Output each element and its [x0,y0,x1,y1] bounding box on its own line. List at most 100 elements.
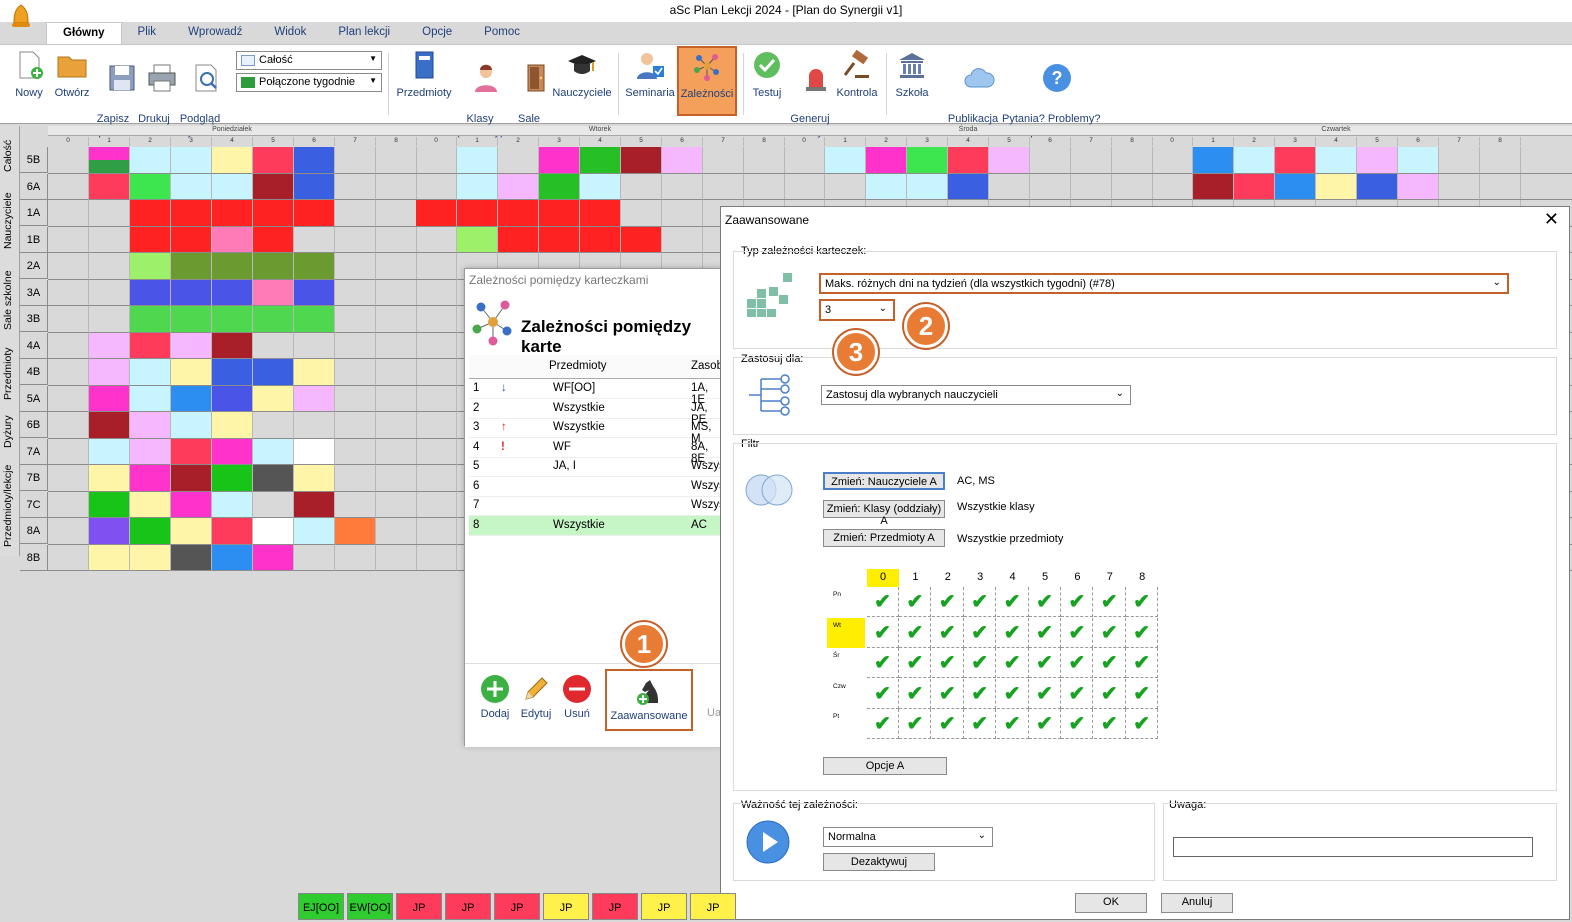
timetable-cell[interactable] [89,385,130,412]
timetable-cell[interactable] [294,544,335,571]
timetable-cell[interactable] [376,412,417,439]
timetable-cell[interactable] [376,200,417,227]
side-tab-przedmioty[interactable]: Przedmioty [2,347,14,401]
timetable-cell[interactable] [130,332,171,359]
timetable-cell[interactable] [294,491,335,518]
check-icon[interactable]: ✔ [899,678,932,709]
timetable-cell[interactable] [907,147,948,174]
check-icon[interactable]: ✔ [964,648,997,678]
timetable-cell[interactable] [457,200,498,227]
timetable-cell[interactable] [212,465,253,492]
timetable-cell[interactable] [498,173,539,200]
change-subjects-button[interactable]: Zmień: Przedmioty A [823,529,945,547]
timetable-cell[interactable] [1030,147,1071,174]
weight-select[interactable]: Normalna ⌄ [823,827,993,847]
timetable-cell[interactable] [253,465,294,492]
timetable-cell[interactable] [89,359,130,386]
timetable-cell[interactable] [253,491,294,518]
matrix-row-header[interactable]: Wt [827,617,865,648]
timetable-cell[interactable] [376,306,417,333]
timetable-cell[interactable] [48,279,89,306]
seminars-button[interactable]: Seminaria [624,49,676,100]
timetable-cell[interactable] [294,332,335,359]
side-tab-nauczyciele[interactable]: Nauczyciele [2,192,14,250]
timetable-cell[interactable] [253,385,294,412]
row-label[interactable]: 7C [20,491,48,518]
timetable-cell[interactable] [784,173,825,200]
timetable-cell[interactable] [416,173,457,200]
timetable-cell[interactable] [376,173,417,200]
row-label[interactable]: 5A [20,385,48,412]
timetable-cell[interactable] [1398,147,1439,174]
check-icon[interactable]: ✔ [867,678,899,709]
timetable-cell[interactable] [948,147,989,174]
matrix-column-header[interactable]: 2 [944,571,951,583]
close-icon[interactable]: ✕ [1543,209,1559,229]
timetable-cell[interactable] [48,518,89,545]
timetable-cell[interactable] [253,226,294,253]
timetable-cell[interactable] [1480,173,1521,200]
view-scope-select[interactable]: Całość ▼ [236,51,382,70]
check-icon[interactable]: ✔ [1093,587,1126,617]
timetable-cell[interactable] [294,253,335,280]
check-icon[interactable]: ✔ [899,617,932,648]
row-label[interactable]: 3A [20,279,48,306]
timetable-cell[interactable] [1439,147,1480,174]
timetable-cell[interactable] [212,306,253,333]
timetable-cell[interactable] [457,173,498,200]
timetable-cell[interactable] [907,173,948,200]
check-icon[interactable]: ✔ [867,617,899,648]
check-icon[interactable]: ✔ [931,678,964,709]
check-icon[interactable]: ✔ [1093,709,1126,739]
timetable-cell[interactable] [1193,147,1234,174]
change-teachers-button[interactable]: Zmień: Nauczyciele A [823,472,945,490]
timetable-cell[interactable] [335,306,376,333]
timetable-cell[interactable] [376,359,417,386]
tab-wprowadz[interactable]: Wprowadź [188,26,243,38]
check-icon[interactable]: ✔ [899,709,932,739]
timetable-cell[interactable] [335,173,376,200]
timetable-cell[interactable] [48,465,89,492]
check-icon[interactable]: ✔ [996,678,1029,709]
cancel-button[interactable]: Anuluj [1161,893,1233,913]
timetable-cell[interactable] [130,226,171,253]
timetable-cell[interactable] [416,253,457,280]
dependency-row[interactable]: 7 Wszys [469,496,725,516]
test-button[interactable]: Testuj [746,49,788,100]
timetable-cell[interactable] [416,465,457,492]
timetable-cell[interactable] [376,226,417,253]
timetable-cell[interactable] [171,253,212,280]
timetable-cell[interactable] [212,147,253,174]
timetable-cell[interactable] [1439,173,1480,200]
max-days-select[interactable]: 3 ⌄ [819,299,895,321]
check-icon[interactable]: ✔ [1126,587,1159,617]
row-label[interactable]: 8A [20,518,48,544]
timetable-cell[interactable] [948,173,989,200]
timetable-cell[interactable] [89,253,130,280]
timetable-cell[interactable] [416,147,457,174]
timetable-cell[interactable] [89,226,130,253]
unplaced-card[interactable]: EJ[OO] [298,893,344,920]
timetable-cell[interactable] [212,253,253,280]
timetable-cell[interactable] [1480,147,1521,174]
timetable-cell[interactable] [539,226,580,253]
unplaced-card[interactable]: JP [445,893,491,920]
timetable-cell[interactable] [539,173,580,200]
timetable-cell[interactable] [866,147,907,174]
check-icon[interactable]: ✔ [899,648,932,678]
timetable-cell[interactable] [171,385,212,412]
timetable-cell[interactable] [335,200,376,227]
matrix-row-header[interactable]: Czw [833,682,846,690]
timetable-cell[interactable] [416,385,457,412]
teachers-button[interactable]: Nauczyciele [552,49,612,100]
timetable-cell[interactable] [294,173,335,200]
dependency-row[interactable]: 5 JA, I Wszys [469,457,725,477]
timetable-cell[interactable] [335,147,376,174]
timetable-cell[interactable] [253,438,294,465]
matrix-column-header[interactable]: 5 [1041,571,1049,583]
dependency-row[interactable]: 6 Wszys [469,477,725,497]
matrix-row-header[interactable]: Pn [833,591,841,598]
row-label[interactable]: 8B [20,544,48,571]
row-label[interactable]: 1B [20,226,48,253]
timetable-cell[interactable] [416,518,457,545]
